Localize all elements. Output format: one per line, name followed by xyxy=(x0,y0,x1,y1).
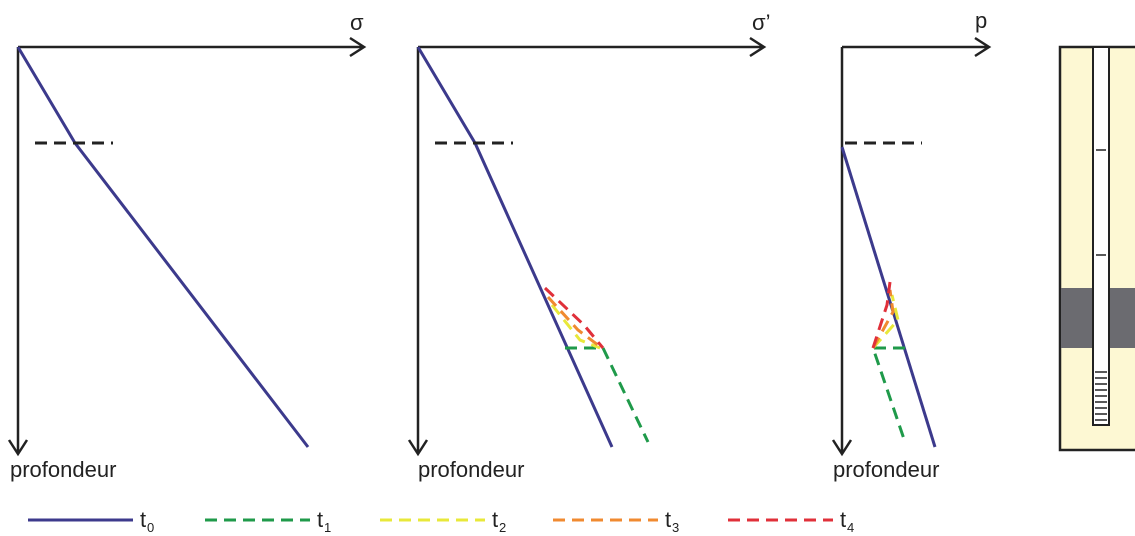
depth-label: profondeur xyxy=(10,457,116,482)
curve-t2 xyxy=(550,304,601,350)
screen xyxy=(1095,149,1107,421)
legend-label: t xyxy=(317,507,323,532)
tube xyxy=(1092,46,1110,426)
panel-sigma-eff: σ’ profondeur xyxy=(407,10,770,482)
legend-label: t xyxy=(140,507,146,532)
axes xyxy=(831,36,992,457)
depth-label: profondeur xyxy=(418,457,524,482)
panel-pressure: p profondeur xyxy=(831,8,992,482)
legend-sub: 0 xyxy=(147,520,154,535)
axes xyxy=(7,36,367,457)
curve-t1 xyxy=(870,346,907,443)
axis-label: σ xyxy=(350,10,364,35)
column-sketch xyxy=(1058,45,1135,452)
curve-t1 xyxy=(565,346,650,443)
curve-t0 xyxy=(840,146,937,448)
legend-sub: 3 xyxy=(672,520,679,535)
axes xyxy=(407,36,767,457)
depth-label: profondeur xyxy=(833,457,939,482)
legend-label: t xyxy=(492,507,498,532)
legend-sub: 4 xyxy=(847,520,854,535)
legend-label: t xyxy=(665,507,671,532)
legend-label: t xyxy=(840,507,846,532)
axis-label: σ’ xyxy=(752,10,770,35)
legend-sub: 2 xyxy=(499,520,506,535)
curve-t0 xyxy=(416,46,614,448)
axis-label: p xyxy=(975,8,987,33)
curve-t3 xyxy=(871,289,895,349)
curve-t4 xyxy=(871,281,892,349)
panel-sigma: σ profondeur xyxy=(7,10,367,482)
curve-t3 xyxy=(546,295,603,350)
legend-sub: 1 xyxy=(324,520,331,535)
curve-t0 xyxy=(16,46,310,448)
